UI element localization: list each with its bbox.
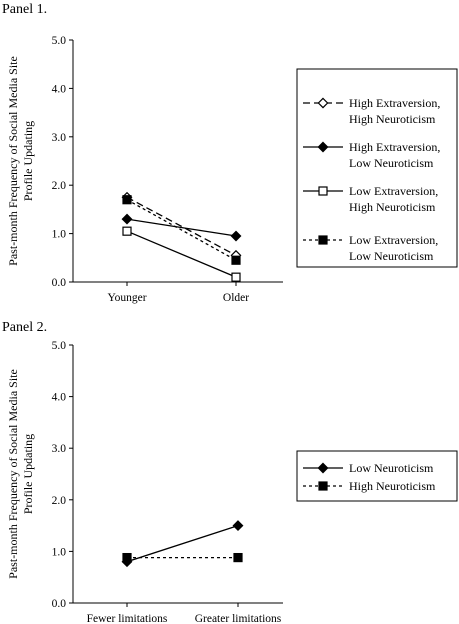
legend-marker (318, 235, 328, 245)
plot-area (121, 191, 242, 282)
legend-entry: Low Neuroticism (303, 461, 434, 475)
legend-label: High Neuroticism (349, 479, 436, 493)
data-point (231, 272, 241, 282)
legend-entry: High Extraversion, High Neuroticism (303, 96, 440, 126)
y-tick-label: 5.0 (52, 35, 67, 47)
panel-title: Panel 2. (2, 320, 47, 335)
data-point (121, 213, 133, 225)
legend-entry: Low Extraversion, Low Neuroticism (303, 233, 438, 263)
panel-1: Panel 1. 0.0 1.0 2.0 3.0 4.0 5.0 Younger Older Pa… (2, 2, 458, 304)
axes: 0.0 1.0 2.0 3.0 4.0 5.0 Fewer limitations Great… (52, 340, 283, 624)
legend-entry: High Extraversion, Low Neuroticism (303, 140, 440, 170)
legend-label: Low Extraversion, (349, 184, 438, 198)
legend-entry: High Neuroticism (303, 479, 436, 493)
data-point (122, 552, 132, 563)
y-axis-label: Profile Updating (21, 121, 35, 201)
y-tick-label: 0.0 (52, 598, 67, 610)
y-tick-label: 4.0 (52, 83, 67, 95)
legend-label: High Neuroticism (349, 200, 436, 214)
y-tick-label: 2.0 (52, 495, 67, 507)
series-line (126, 218, 237, 237)
legend-label: High Extraversion, (349, 96, 440, 110)
legend-label: Low Neuroticism (349, 249, 434, 263)
y-tick-label: 4.0 (52, 392, 67, 404)
legend-entry: Low Extraversion, High Neuroticism (303, 184, 438, 214)
y-tick-label: 3.0 (52, 132, 67, 144)
y-tick-label: 1.0 (52, 546, 67, 558)
y-axis-label: Profile Updating (21, 434, 35, 514)
data-point (233, 552, 243, 563)
data-point (230, 230, 242, 242)
series-2 (122, 552, 243, 563)
series-line (126, 524, 239, 563)
plot-area (121, 520, 244, 568)
panel-2: Panel 2. 0.0 1.0 2.0 3.0 4.0 5.0 Fewer limitati… (2, 320, 458, 624)
legend-marker (317, 462, 329, 474)
series-line (126, 230, 237, 278)
legend-label: Low Neuroticism (349, 461, 434, 475)
series-1 (121, 191, 242, 261)
y-axis-label: Past-month Frequency of Social Media Sit… (6, 56, 20, 266)
legend-marker (318, 186, 328, 196)
y-axis-label: Past-month Frequency of Social Media Sit… (6, 369, 20, 579)
y-tick-label: 3.0 (52, 443, 67, 455)
series-line (126, 199, 237, 261)
x-tick-label: Younger (107, 292, 146, 304)
data-point (232, 520, 244, 532)
data-point (122, 195, 132, 205)
series-line (126, 196, 237, 256)
series-1 (121, 520, 244, 568)
axes: 0.0 1.0 2.0 3.0 4.0 5.0 Younger Older (52, 35, 283, 304)
data-point (231, 255, 241, 265)
legend-label: High Neuroticism (349, 112, 436, 126)
series-4 (122, 195, 241, 265)
y-tick-label: 1.0 (52, 229, 67, 241)
legend-label: Low Neuroticism (349, 156, 434, 170)
x-tick-label: Greater limitations (195, 613, 282, 624)
y-tick-label: 0.0 (52, 277, 67, 289)
legend-marker (318, 481, 328, 491)
panel-title: Panel 1. (2, 2, 47, 17)
series-2 (121, 213, 242, 242)
legend-marker (317, 97, 329, 109)
y-tick-label: 2.0 (52, 180, 67, 192)
x-tick-label: Older (223, 292, 249, 304)
legend-label: Low Extraversion, (349, 233, 438, 247)
legend-label: High Extraversion, (349, 140, 440, 154)
x-tick-label: Fewer limitations (87, 613, 168, 624)
legend: Low Neuroticism High Neuroticism (296, 450, 458, 502)
data-point (122, 226, 132, 236)
series-3 (122, 226, 241, 282)
legend-marker (317, 141, 329, 153)
y-tick-label: 5.0 (52, 340, 67, 352)
legend-box (296, 450, 458, 502)
